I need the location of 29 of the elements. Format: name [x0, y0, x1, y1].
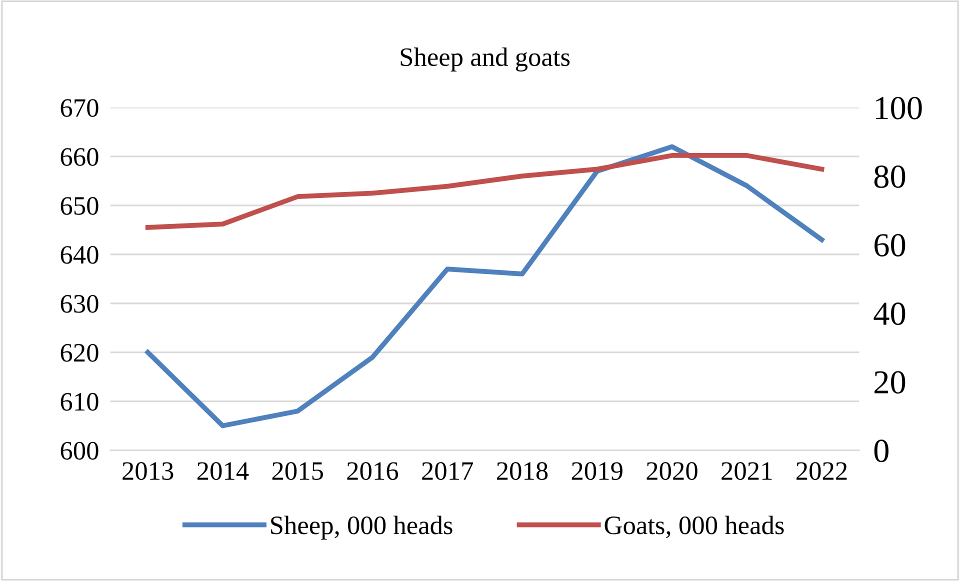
y-tick-label: 640	[60, 246, 98, 264]
y-tick-label: 660	[60, 148, 98, 166]
y-tick-label: 600	[60, 442, 98, 460]
x-tick-label: 2014	[197, 462, 249, 480]
x-tick-label: 2015	[272, 462, 323, 480]
x-tick-label: 2019	[572, 462, 622, 480]
x-tick-label: 2017	[422, 462, 473, 480]
x-tick-label: 2018	[497, 462, 548, 480]
y-tick-label: 650	[60, 197, 98, 215]
y2-tick-label: 40	[874, 302, 906, 326]
x-tick-label: 2016	[347, 462, 398, 480]
y-tick-label: 670	[60, 99, 98, 117]
y-tick-label: 620	[60, 344, 98, 362]
y2-tick-label: 0	[874, 440, 888, 462]
chart-title: Sheep and goats	[400, 48, 570, 72]
x-tick-label: 2020	[646, 462, 698, 480]
y2-tick-label: 100	[876, 96, 922, 120]
x-tick-label: 2021	[722, 462, 772, 480]
x-tick-label: 2022	[796, 462, 847, 480]
y2-tick-label: 20	[874, 371, 906, 394]
line-series	[145, 153, 824, 230]
legend-label: Goats, 000 heads	[604, 516, 784, 538]
y-tick-label: 630	[60, 294, 98, 313]
line-series	[145, 144, 824, 428]
y-tick-label: 610	[60, 392, 98, 411]
y2-tick-label: 60	[874, 234, 906, 256]
y2-tick-label: 80	[874, 165, 906, 188]
legend-label: Sheep, 000 heads	[271, 516, 452, 540]
x-tick-label: 2013	[122, 462, 174, 480]
